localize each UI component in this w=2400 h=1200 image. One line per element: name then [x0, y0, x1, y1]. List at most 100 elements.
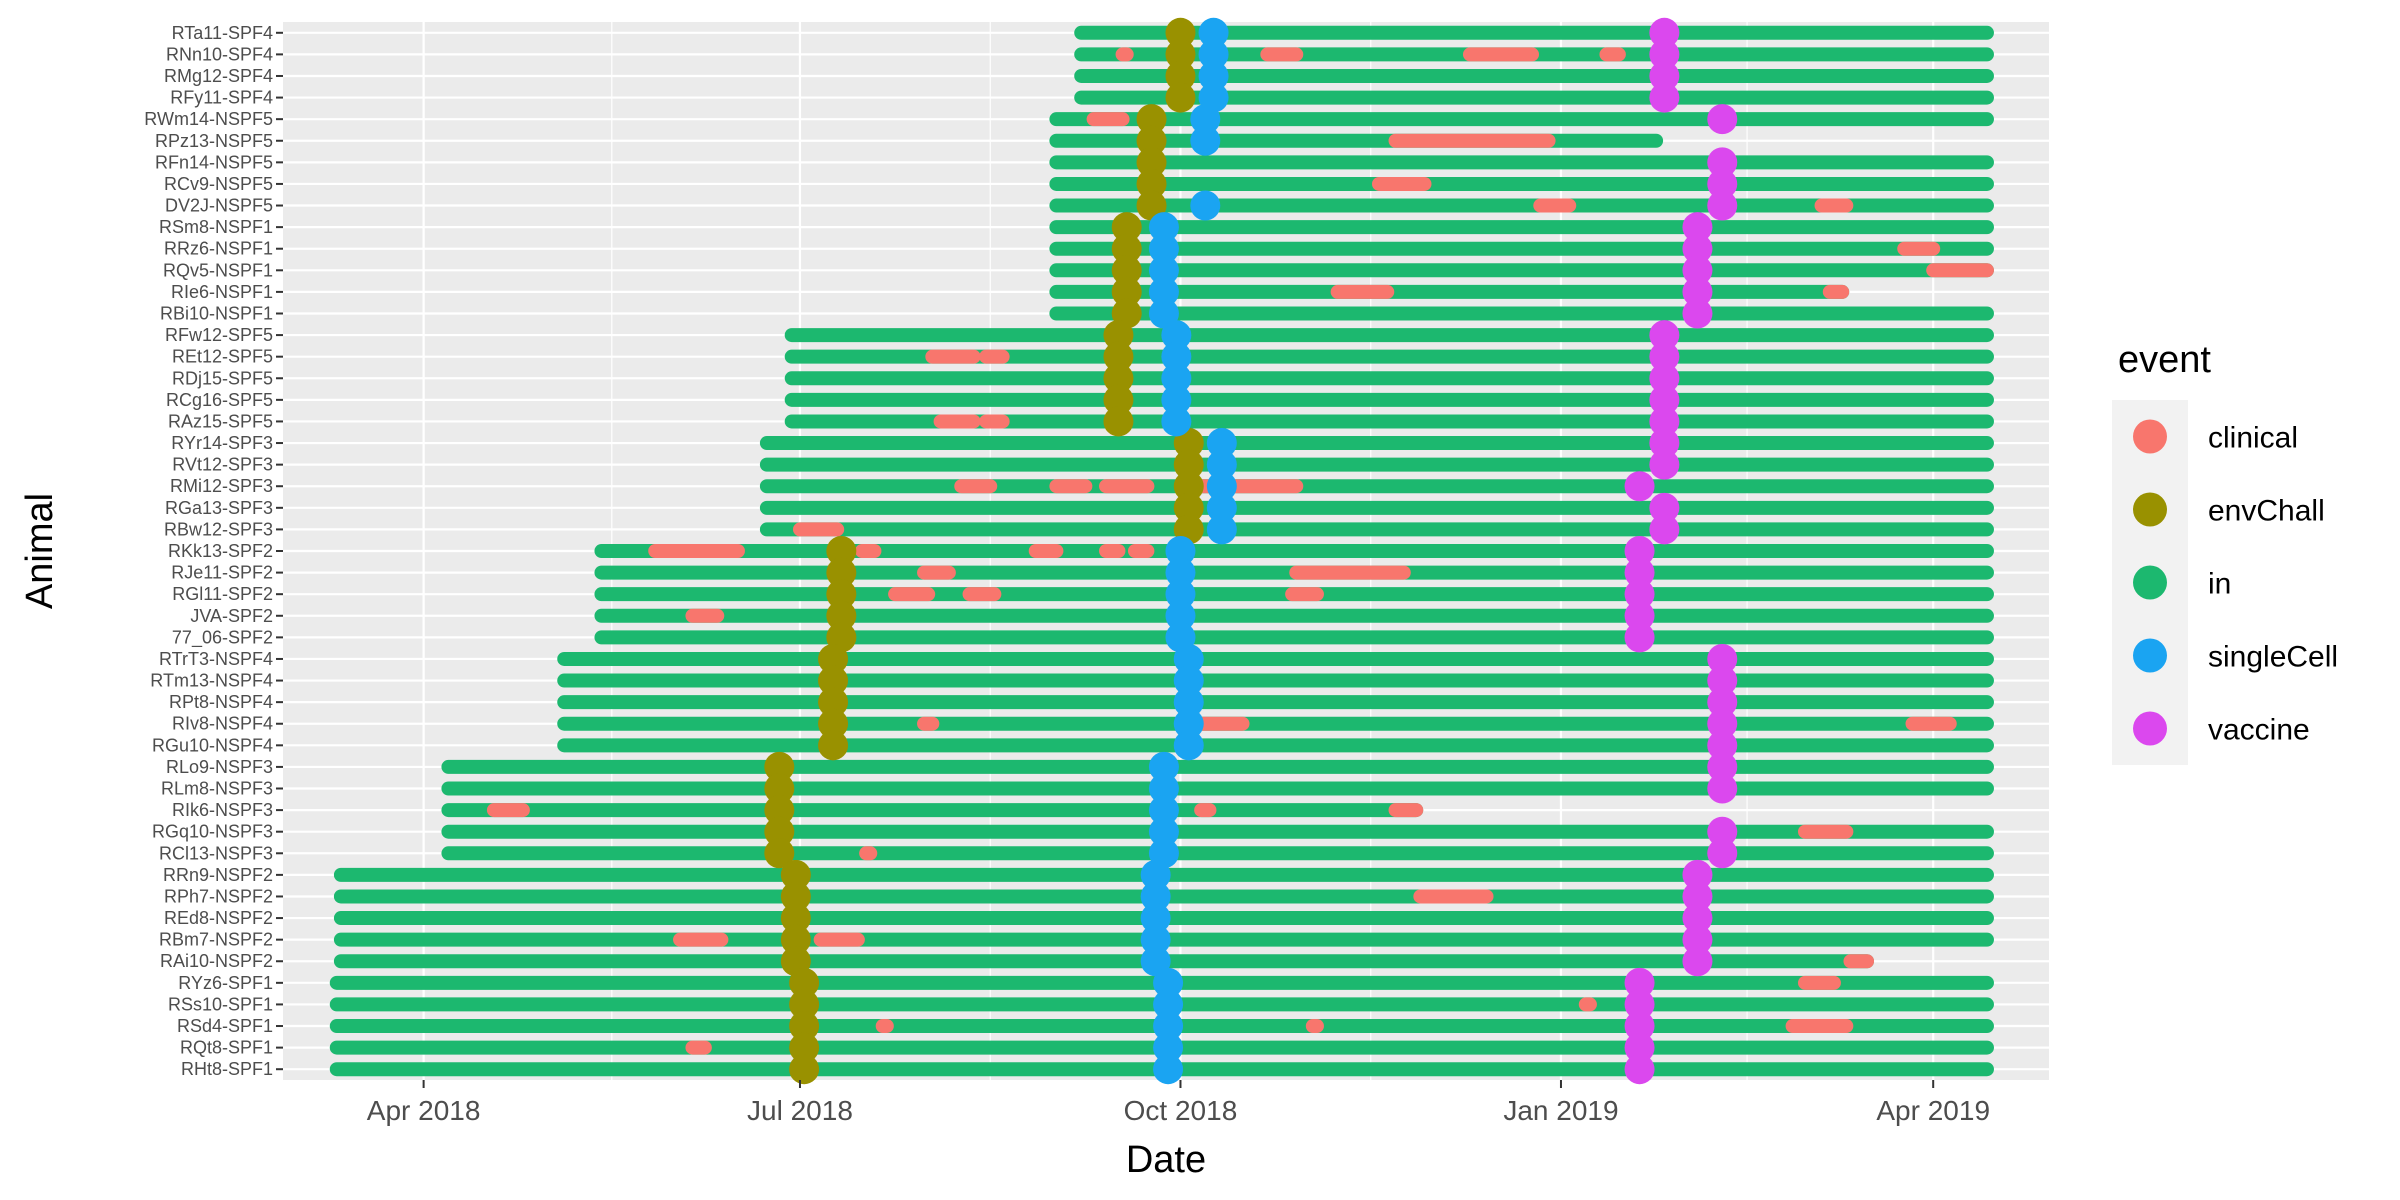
y-tick-label: RSs10-SPF1 [168, 994, 273, 1014]
vaccine-point [1649, 363, 1680, 394]
vaccine-point [1707, 816, 1738, 847]
vaccine-point [1624, 1032, 1655, 1063]
y-tick-label: RJe11-SPF2 [171, 563, 273, 583]
y-tick-label: RPt8-NSPF4 [169, 692, 273, 712]
y-tick-label: RQv5-NSPF1 [163, 260, 273, 280]
envChall-point [1136, 104, 1167, 135]
singleCell-point [1148, 773, 1179, 804]
envChall-point [780, 924, 811, 955]
singleCell-point [1148, 255, 1179, 286]
singleCell-point [1173, 643, 1204, 674]
envChall-point [1111, 255, 1142, 286]
singleCell-point [1148, 751, 1179, 782]
y-tick-label: RKk13-SPF2 [168, 541, 273, 561]
envChall-point [789, 989, 820, 1020]
legend-key-clinical [2133, 419, 2167, 454]
y-tick-label: RMg12-SPF4 [164, 66, 273, 86]
vaccine-point [1682, 924, 1713, 955]
envChall-point [1136, 125, 1167, 156]
singleCell-point [1198, 39, 1229, 70]
envChall-point [1165, 60, 1196, 91]
vaccine-point [1682, 946, 1713, 977]
envChall-point [764, 751, 795, 782]
vaccine-point [1624, 579, 1655, 610]
y-tick-label: RTrT3-NSPF4 [159, 649, 273, 669]
envChall-point [1103, 406, 1134, 437]
vaccine-point [1707, 773, 1738, 804]
singleCell-point [1165, 557, 1196, 588]
envChall-point [826, 579, 857, 610]
envChall-point [818, 730, 849, 761]
envChall-point [764, 795, 795, 826]
singleCell-point [1148, 816, 1179, 847]
chart-marks [329, 17, 1994, 1085]
x-tick-label: Apr 2019 [1876, 1095, 1990, 1126]
singleCell-point [1173, 708, 1204, 739]
envChall-point [1173, 471, 1204, 502]
envChall-point [1165, 82, 1196, 113]
vaccine-point [1682, 255, 1713, 286]
x-axis: Apr 2018 Jul 2018 Oct 2018 Jan 2019 Apr 2019 [367, 1080, 1990, 1126]
singleCell-point [1140, 881, 1171, 912]
legend-label-envChall: envChall [2208, 495, 2325, 528]
y-tick-label: RSd4-SPF1 [177, 1016, 273, 1036]
vaccine-point [1624, 622, 1655, 653]
vaccine-point [1649, 449, 1680, 480]
x-tick-label: Jan 2019 [1503, 1095, 1618, 1126]
vaccine-point [1649, 17, 1680, 48]
envChall-point [780, 881, 811, 912]
singleCell-point [1165, 536, 1196, 566]
envChall-point [1103, 384, 1134, 415]
y-tick-label: RFw12-SPF5 [165, 325, 273, 345]
singleCell-point [1148, 276, 1179, 307]
y-tick-label: RMi12-SPF3 [170, 476, 273, 496]
envChall-point [826, 600, 857, 631]
y-tick-label: RFy11-SPF4 [170, 88, 273, 108]
x-tick-label: Oct 2018 [1124, 1095, 1238, 1126]
vaccine-point [1707, 643, 1738, 674]
singleCell-point [1140, 924, 1171, 955]
legend-key-envChall [2133, 492, 2167, 527]
y-tick-label: RGu10-NSPF4 [152, 735, 273, 755]
legend-label-singleCell: singleCell [2208, 641, 2338, 674]
vaccine-point [1682, 859, 1713, 890]
vaccine-point [1707, 751, 1738, 782]
vaccine-point [1624, 1054, 1655, 1085]
vaccine-point [1682, 903, 1713, 934]
singleCell-point [1161, 320, 1192, 351]
envChall-point [1103, 363, 1134, 394]
y-tick-label: RAz15-SPF5 [168, 411, 273, 431]
envChall-point [1111, 276, 1142, 307]
vaccine-point [1649, 406, 1680, 437]
singleCell-point [1206, 492, 1237, 523]
y-tick-label: REd8-NSPF2 [164, 908, 273, 928]
legend-key-vaccine [2133, 711, 2167, 746]
envChall-point [1103, 320, 1134, 351]
vaccine-point [1624, 600, 1655, 631]
x-tick-label: Jul 2018 [747, 1095, 853, 1126]
singleCell-point [1190, 190, 1221, 221]
envChall-point [1173, 492, 1204, 523]
y-tick-label: RIv8-NSPF4 [172, 714, 273, 734]
singleCell-point [1198, 17, 1229, 48]
vaccine-point [1707, 708, 1738, 739]
vaccine-point [1649, 60, 1680, 91]
y-axis: RTa11-SPF4RNn10-SPF4RMg12-SPF4RFy11-SPF4… [144, 23, 283, 1079]
y-tick-label: RGa13-SPF3 [165, 498, 273, 518]
envChall-point [1165, 17, 1196, 48]
y-tick-label: RPz13-NSPF5 [155, 131, 273, 151]
y-tick-label: RHt8-SPF1 [181, 1059, 273, 1079]
y-tick-label: RCg16-SPF5 [166, 390, 273, 410]
envChall-point [1111, 212, 1142, 243]
legend-key-in [2133, 565, 2167, 600]
envChall-point [1111, 233, 1142, 264]
singleCell-point [1153, 1011, 1184, 1042]
singleCell-point [1173, 687, 1204, 718]
y-tick-label: RYz6-SPF1 [178, 973, 273, 993]
y-tick-label: RCl13-NSPF3 [159, 843, 273, 863]
singleCell-point [1165, 600, 1196, 631]
singleCell-point [1153, 989, 1184, 1020]
vaccine-point [1707, 104, 1738, 135]
legend: event clinical envChall in singleCell vaccin… [2112, 339, 2338, 765]
